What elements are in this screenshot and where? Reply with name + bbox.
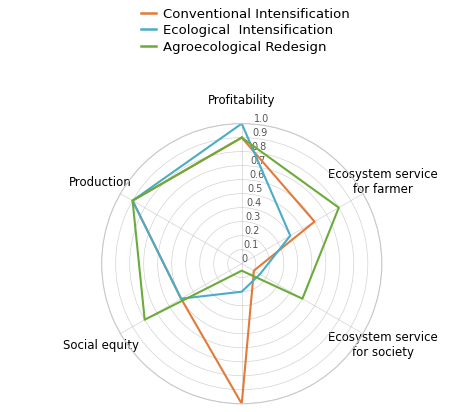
Legend: Conventional Intensification, Ecological  Intensification, Agroecological Redesi: Conventional Intensification, Ecological… — [139, 7, 351, 55]
